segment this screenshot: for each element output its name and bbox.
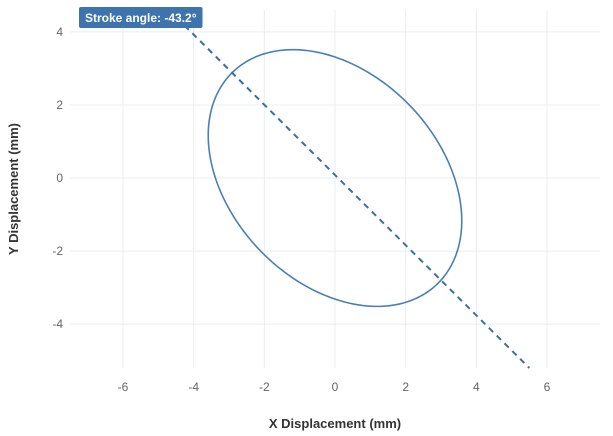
y-tick-labels: -4 -2 0 2 4: [52, 25, 63, 331]
x-tick-label: -6: [118, 380, 129, 394]
x-tick-labels: -6 -4 -2 0 2 4 6: [118, 380, 551, 394]
y-axis-label: Y Displacement (mm): [6, 123, 21, 255]
y-tick-label: 4: [56, 25, 63, 39]
x-tick-label: 0: [332, 380, 339, 394]
y-tick-label: -4: [52, 317, 63, 331]
y-tick-label: 2: [56, 98, 63, 112]
x-tick-label: 6: [544, 380, 551, 394]
x-tick-label: -4: [188, 380, 199, 394]
badge-label: Stroke angle: -43.2°: [85, 11, 197, 25]
badge-background: [79, 7, 203, 28]
x-tick-label: 4: [473, 380, 480, 394]
y-tick-label: -2: [52, 244, 63, 258]
stroke-angle-line: [168, 9, 531, 369]
y-tick-label: 0: [56, 171, 63, 185]
x-tick-label: -2: [259, 380, 270, 394]
stroke-angle-badge: Stroke angle: -43.2°: [79, 7, 203, 28]
grid: [70, 10, 600, 368]
motion-ellipse: [207, 48, 463, 308]
x-axis-label: X Displacement (mm): [269, 416, 401, 431]
x-tick-label: 2: [402, 380, 409, 394]
